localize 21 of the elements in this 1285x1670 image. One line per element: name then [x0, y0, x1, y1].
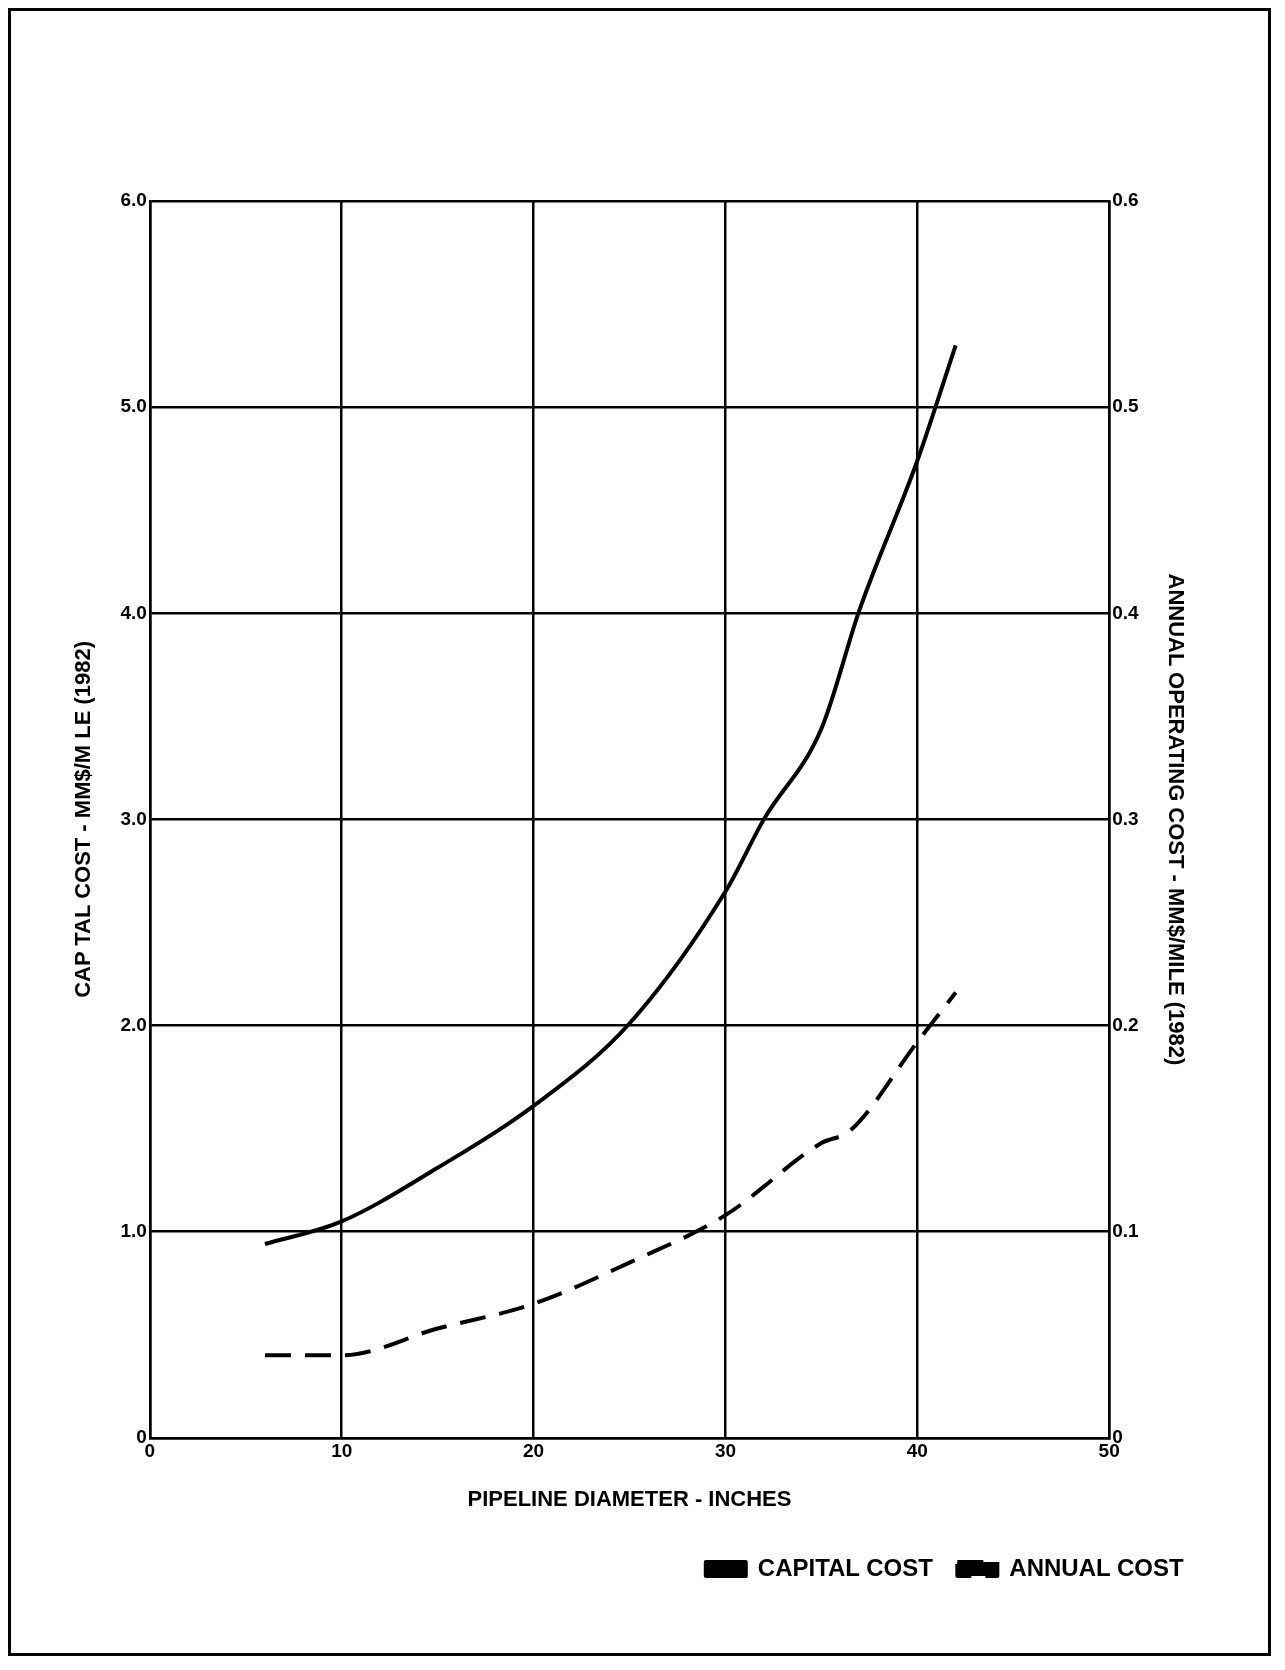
y2-tick-label: 0.2	[1112, 1013, 1139, 1035]
legend-label: ANNUAL COST	[1009, 1553, 1184, 1581]
legend-label: CAPITAL COST	[757, 1553, 934, 1581]
y2-tick-label: 0.5	[1112, 395, 1140, 417]
y-tick-label: 5.0	[120, 395, 147, 417]
y-tick-label: 4.0	[120, 601, 147, 623]
y-tick-label: 1.0	[120, 1219, 147, 1241]
y-tick-label: 3.0	[120, 807, 147, 829]
y2-tick-label: 0.4	[1112, 601, 1140, 623]
y2-axis-title: ANNUAL OPERATING COST - MM$/MILE (1982)	[1163, 573, 1189, 1066]
x-tick-label: 20	[522, 1440, 545, 1462]
y-tick-label: 6.0	[120, 189, 147, 211]
x-tick-label: 30	[714, 1440, 737, 1462]
y2-tick-label: 0.1	[1112, 1219, 1140, 1241]
x-tick-label: 40	[906, 1440, 928, 1462]
y-tick-label: 2.0	[120, 1013, 147, 1035]
x-tick-label: 10	[331, 1440, 353, 1462]
x-axis-title: PIPELINE DIAMETER - INCHES	[467, 1485, 792, 1511]
y-axis-title: CAP TAL COST - MM$/M LE (1982)	[70, 640, 96, 998]
y2-tick-label: 0.6	[1112, 189, 1139, 211]
y2-tick-label: 0.3	[1112, 807, 1139, 829]
